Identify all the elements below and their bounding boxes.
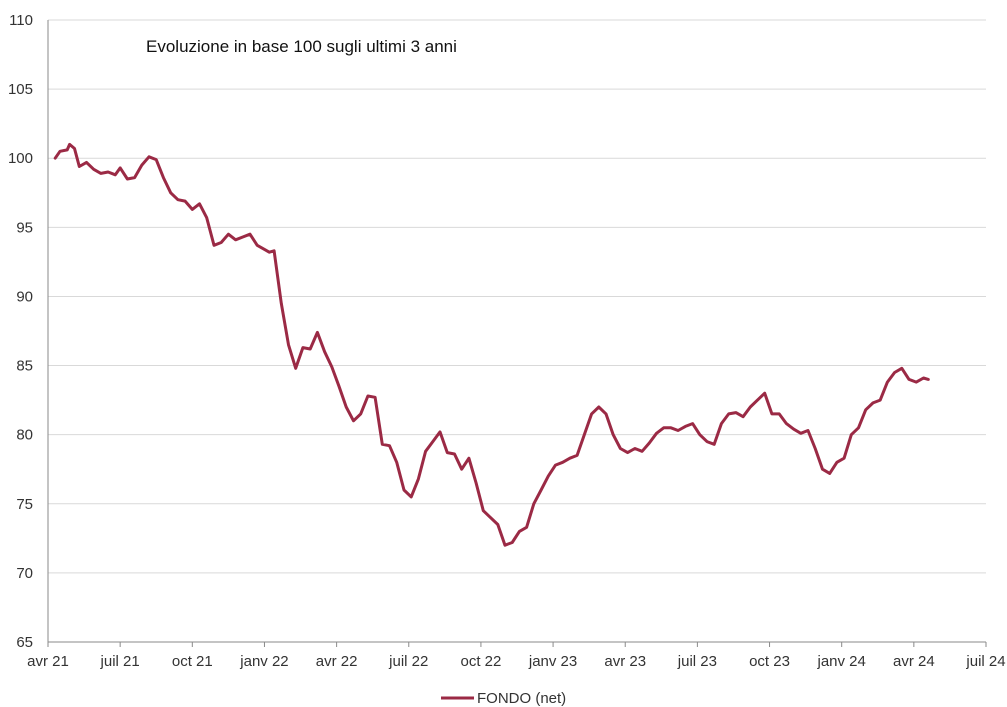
x-tick-label-6: oct 22 [460,653,501,670]
y-axis-ticks: 65 70 75 80 85 90 95 100 105 110 [8,12,33,651]
x-tick-label-0: avr 21 [27,653,69,670]
legend-label-fondo: FONDO (net) [477,690,566,707]
y-tick-label-85: 85 [16,358,33,375]
legend: FONDO (net) [441,690,566,707]
y-tick-label-90: 90 [16,288,33,305]
x-tick-label-13: juil 24 [965,653,1005,670]
y-tick-label-95: 95 [16,219,33,236]
x-tick-label-5: juil 22 [388,653,428,670]
x-tick-label-1: juil 21 [100,653,140,670]
series-group [53,142,930,547]
x-tick-label-2: oct 21 [172,653,213,670]
x-tick-label-4: avr 22 [316,653,358,670]
gridlines [48,19,986,574]
x-tick-label-3: janv 22 [239,653,288,670]
y-tick-label-110: 110 [9,12,33,29]
y-tick-label-105: 105 [8,81,33,98]
x-tick-label-8: avr 23 [604,653,646,670]
y-tick-label-100: 100 [8,150,33,167]
x-axis-ticks: avr 21 juil 21 oct 21 janv 22 avr 22 juil 22 o… [27,642,1006,670]
chart-title: Evoluzione in base 100 sugli ultimi 3 an… [146,37,457,56]
x-tick-label-11: janv 24 [817,653,866,670]
x-tick-label-9: juil 23 [677,653,717,670]
y-tick-label-65: 65 [16,634,33,651]
x-tick-label-12: avr 24 [893,653,935,670]
y-tick-label-70: 70 [16,565,33,582]
y-tick-label-75: 75 [16,496,33,513]
series-line-fondo [53,142,930,547]
y-tick-label-80: 80 [16,427,33,444]
x-tick-label-7: janv 23 [528,653,577,670]
x-tick-label-10: oct 23 [749,653,790,670]
